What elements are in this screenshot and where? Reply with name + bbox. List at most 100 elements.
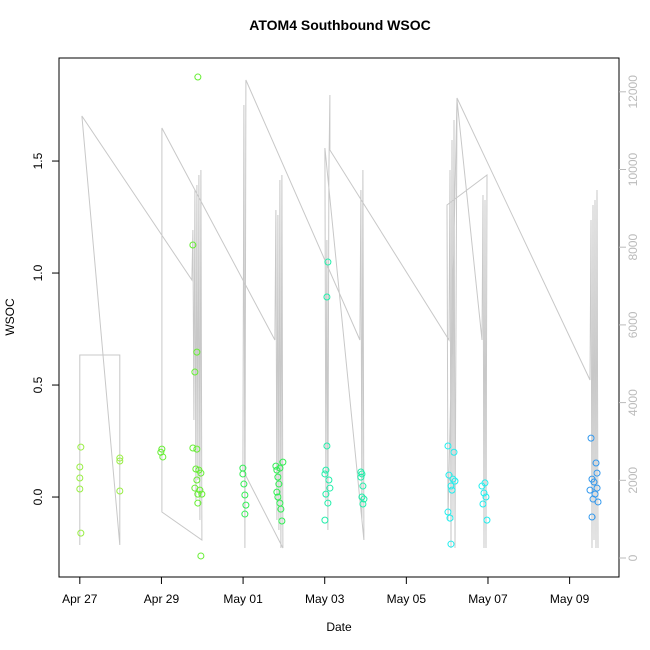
data-point	[483, 516, 491, 524]
data-point	[325, 476, 333, 484]
y2-tick-label: 6000	[626, 311, 640, 338]
x-tick-label: May 09	[550, 592, 590, 606]
data-point	[194, 73, 202, 81]
data-point	[159, 453, 167, 461]
data-point	[277, 505, 285, 513]
y-tick-label: 1.5	[31, 152, 45, 169]
data-point	[594, 498, 602, 506]
data-point	[592, 459, 600, 467]
data-point	[324, 499, 332, 507]
data-point	[189, 241, 197, 249]
x-tick-label: Apr 27	[62, 592, 98, 606]
data-point	[116, 487, 124, 495]
data-point	[447, 482, 455, 490]
data-point	[357, 468, 365, 476]
data-point	[116, 454, 124, 462]
y2-tick-label: 12000	[626, 75, 640, 109]
data-point	[479, 500, 487, 508]
data-point	[77, 443, 85, 451]
data-point	[241, 510, 249, 518]
data-point	[189, 444, 197, 452]
data-point	[275, 480, 283, 488]
data-point	[450, 448, 458, 456]
data-point	[76, 463, 84, 471]
data-point	[76, 474, 84, 482]
data-point	[590, 478, 598, 486]
y2-tick-label: 8000	[626, 234, 640, 261]
data-point	[321, 470, 329, 478]
altitude-line	[79, 79, 599, 549]
data-point	[193, 445, 201, 453]
y2-tick-label: 10000	[626, 152, 640, 186]
data-point	[326, 484, 334, 492]
data-point	[76, 485, 84, 493]
data-point	[451, 477, 459, 485]
data-point	[323, 442, 331, 450]
data-point	[593, 484, 601, 492]
y-axis-label: WSOC	[3, 298, 17, 336]
data-point	[321, 516, 329, 524]
data-point	[241, 491, 249, 499]
data-point	[323, 293, 331, 301]
data-point	[279, 458, 287, 466]
data-point	[276, 464, 284, 472]
data-point	[278, 517, 286, 525]
data-point	[480, 489, 488, 497]
data-point	[359, 482, 367, 490]
data-point	[239, 470, 247, 478]
data-point	[191, 368, 199, 376]
data-point	[482, 493, 490, 501]
data-point	[322, 490, 330, 498]
data-point	[196, 486, 204, 494]
y2-tick-label: 0	[626, 554, 640, 561]
data-point	[448, 486, 456, 494]
data-point	[360, 495, 368, 503]
y-tick-label: 0.0	[31, 488, 45, 505]
data-point	[194, 499, 202, 507]
x-tick-label: May 03	[305, 592, 345, 606]
data-point	[588, 513, 596, 521]
x-tick-label: May 05	[387, 592, 427, 606]
data-point	[242, 501, 250, 509]
data-point	[444, 508, 452, 516]
data-point	[358, 493, 366, 501]
data-point	[444, 442, 452, 450]
data-point	[357, 473, 365, 481]
data-point	[481, 479, 489, 487]
data-point	[273, 488, 281, 496]
y-tick-label: 0.5	[31, 376, 45, 393]
data-point	[447, 540, 455, 548]
data-point	[272, 462, 280, 470]
data-point	[193, 348, 201, 356]
x-tick-label: May 07	[468, 592, 508, 606]
data-point	[324, 258, 332, 266]
data-point	[116, 457, 124, 465]
data-point	[274, 493, 282, 501]
data-point	[194, 490, 202, 498]
data-point	[589, 495, 597, 503]
data-point	[359, 500, 367, 508]
y2-tick-label: 2000	[626, 467, 640, 494]
data-point	[586, 486, 594, 494]
data-point	[192, 465, 200, 473]
data-point	[240, 480, 248, 488]
data-point	[197, 552, 205, 560]
x-tick-label: Apr 29	[144, 592, 180, 606]
data-point	[322, 466, 330, 474]
data-point	[449, 475, 457, 483]
data-point	[158, 445, 166, 453]
data-point	[587, 434, 595, 442]
data-point	[193, 476, 201, 484]
chart-title: ATOM4 Southbound WSOC	[249, 17, 430, 33]
x-axis-label: Date	[326, 620, 352, 634]
x-tick-label: May 01	[223, 592, 263, 606]
data-point	[157, 448, 165, 456]
y-tick-label: 1.0	[31, 264, 45, 281]
data-point	[593, 469, 601, 477]
data-point	[274, 473, 282, 481]
data-point	[445, 471, 453, 479]
y2-tick-label: 4000	[626, 389, 640, 416]
data-point	[446, 514, 454, 522]
data-point	[197, 469, 205, 477]
